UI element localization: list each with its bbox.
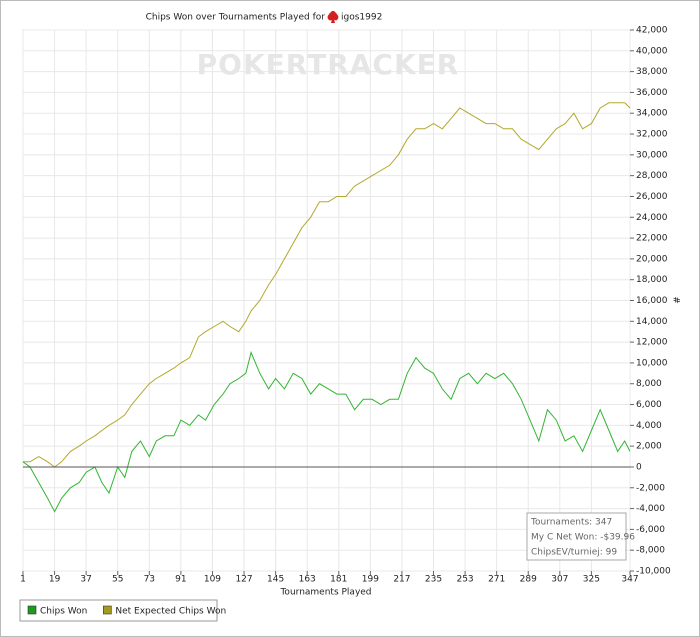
x-tick-label: 73 — [144, 575, 155, 585]
y-tick-label: 12,000 — [636, 338, 668, 348]
x-tick-label: 163 — [299, 575, 316, 585]
y-tick-label: 24,000 — [636, 213, 668, 223]
chart-title: Chips Won over Tournaments Played for — [146, 13, 326, 23]
annotation-line: My C Net Won: -$39.96 — [531, 533, 635, 543]
x-tick-label: 271 — [488, 575, 505, 585]
y-tick-label: -8,000 — [636, 546, 665, 556]
annotation: Tournaments: 347 My C Net Won: -$39.96 Chi… — [530, 518, 635, 558]
annotation-box — [526, 512, 627, 561]
y-tick-label: -2,000 — [636, 483, 665, 493]
x-tick-label: 289 — [520, 575, 537, 585]
player-name: igos1992 — [341, 13, 382, 23]
legend-items: Chips Won Net Expected Chips Won — [27, 605, 226, 617]
x-tick-label: 217 — [393, 575, 410, 585]
y-tick-label: 8,000 — [636, 379, 662, 389]
legend-label: Chips Won — [40, 607, 87, 617]
lines — [22, 102, 631, 513]
legend-swatch — [103, 605, 112, 615]
y-tick-label: 38,000 — [636, 67, 668, 77]
y-tick-label: 4,000 — [636, 421, 662, 431]
legend-label: Net Expected Chips Won — [115, 607, 226, 617]
x-tick-label: 181 — [330, 575, 347, 585]
y-tick-label: 40,000 — [636, 46, 668, 56]
y-tick-label: 10,000 — [636, 358, 668, 368]
y-tick-label: -4,000 — [636, 504, 665, 514]
y-tick-label: 26,000 — [636, 192, 668, 202]
y-tick-label: 36,000 — [636, 88, 668, 98]
y-tick-label: 28,000 — [636, 171, 668, 181]
y-tick-label: -6,000 — [636, 525, 665, 535]
annotation-line: ChipsEV/turniej: 99 — [531, 548, 617, 558]
y-tick-label: 0 — [636, 462, 642, 472]
x-tick-label: 55 — [112, 575, 123, 585]
x-tick-label: 325 — [583, 575, 600, 585]
x-tick-label: 91 — [175, 575, 186, 585]
x-tick-label: 253 — [456, 575, 473, 585]
y-tick-label: 30,000 — [636, 150, 668, 160]
x-tick-label: 109 — [204, 575, 221, 585]
x-tick-label: 145 — [267, 575, 284, 585]
x-tick-label: 307 — [551, 575, 568, 585]
x-tick-label: 1 — [20, 575, 26, 585]
y-tick-label: 2,000 — [636, 442, 662, 452]
series-line — [23, 102, 631, 468]
y-tick-label: 6,000 — [636, 400, 662, 410]
y-tick-label: 20,000 — [636, 254, 668, 264]
x-tick-label: 199 — [362, 575, 379, 585]
x-tick-label: 127 — [235, 575, 252, 585]
watermark: POKERTRACKER — [197, 48, 460, 81]
y-tick-label: 32,000 — [636, 130, 668, 140]
legend-swatch — [27, 605, 37, 615]
legend — [19, 599, 218, 622]
x-tick-label: 235 — [425, 575, 442, 585]
x-tick-label: 37 — [80, 575, 91, 585]
y-axis-label: # — [671, 296, 681, 304]
grid — [22, 29, 631, 572]
series-line — [22, 350, 631, 513]
y-tick-label: 14,000 — [636, 317, 668, 327]
x-tick-label: 347 — [621, 575, 638, 585]
y-tick-label: -10,000 — [636, 567, 671, 577]
x-tick-label: 19 — [49, 575, 61, 585]
annotation-line: Tournaments: 347 — [530, 518, 612, 528]
y-tick-label: 18,000 — [636, 275, 668, 285]
y-tick-label: 22,000 — [636, 234, 668, 244]
y-tick-label: 42,000 — [636, 26, 668, 36]
spade-icon — [327, 11, 339, 23]
y-tick-label: 16,000 — [636, 296, 668, 306]
y-tick-label: 34,000 — [636, 109, 668, 119]
x-axis-label: Tournaments Played — [279, 588, 371, 598]
